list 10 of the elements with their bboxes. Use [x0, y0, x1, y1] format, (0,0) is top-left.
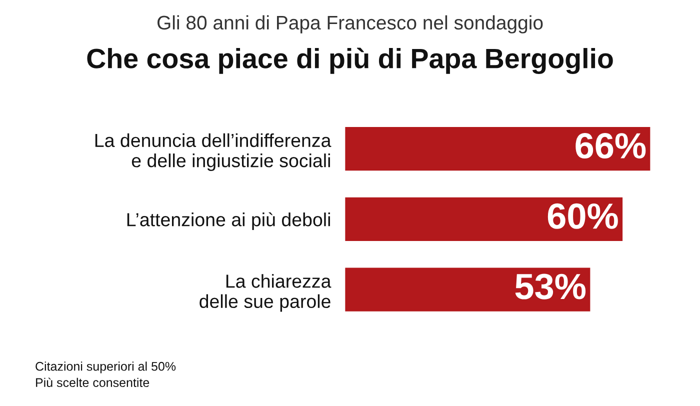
y-tick-label: La chiarezza delle sue parole	[200, 274, 332, 312]
data-label: 66%	[576, 132, 646, 159]
y-tick-label: La denuncia dell’indifferenza e delle ingiustizie sociali	[95, 133, 332, 172]
data-label: 60%	[548, 203, 618, 229]
chart-subtitle: Gli 80 anni di Papa Francesco nel sondaggio	[158, 15, 543, 34]
data-label: 53%	[515, 274, 586, 300]
chart-title: Che cosa piace di più di Papa Bergoglio	[87, 48, 613, 74]
text: Citazioni superiori al 50%	[36, 362, 176, 374]
text: Più scelte consentite	[36, 378, 150, 388]
y-tick-label: L’attenzione ai più deboli	[127, 212, 330, 230]
